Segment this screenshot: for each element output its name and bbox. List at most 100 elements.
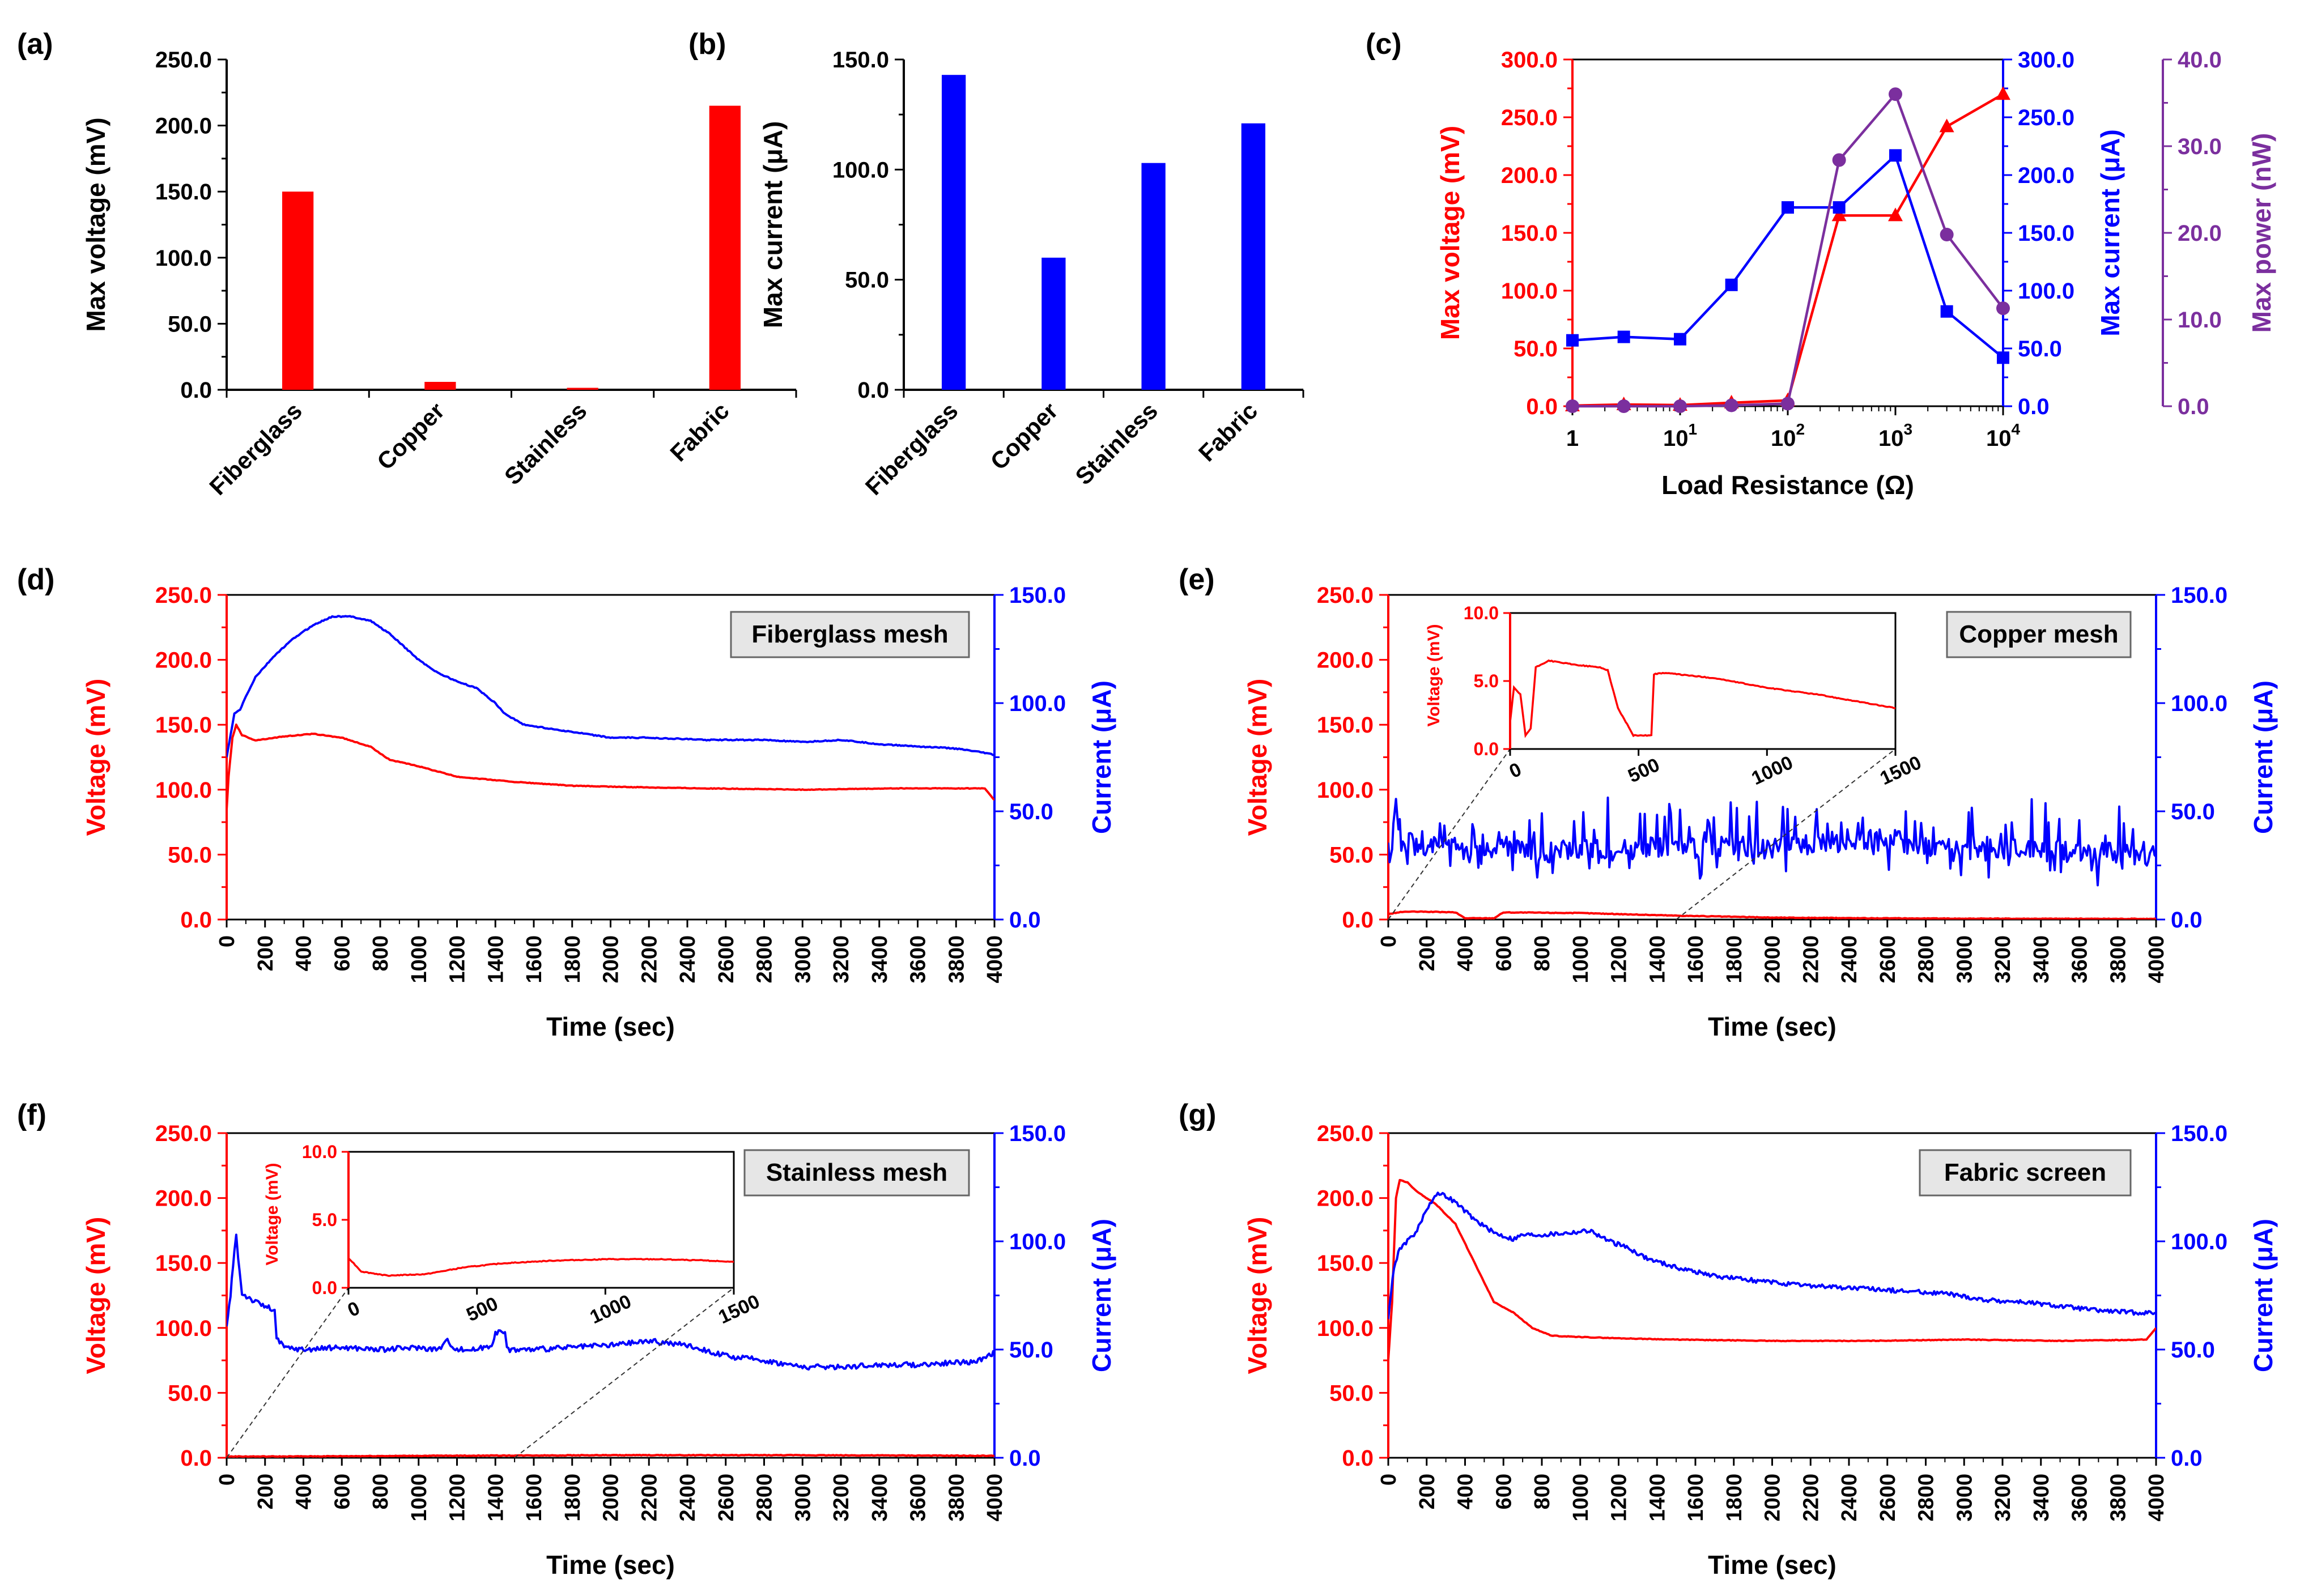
inset-y-tick-label: 0.0 bbox=[1474, 739, 1499, 759]
x-tick-label: 800 bbox=[1531, 1474, 1554, 1509]
y-tick-label: 100.0 bbox=[1009, 691, 1066, 716]
y-tick-label: 0.0 bbox=[2171, 1446, 2203, 1471]
inset-leader-line bbox=[226, 1287, 349, 1458]
x-tick-label: 1200 bbox=[446, 935, 470, 984]
y-tick-label: 0.0 bbox=[1009, 1446, 1041, 1471]
plot-area bbox=[1388, 796, 2156, 920]
x-tick-label: 600 bbox=[330, 1474, 354, 1509]
y-tick-label: 200.0 bbox=[2018, 163, 2074, 188]
inset-leader-line bbox=[1388, 748, 1511, 920]
y-tick-label: 50.0 bbox=[1514, 337, 1558, 361]
x-tick-label: 4000 bbox=[983, 1474, 1007, 1522]
x-tick-label: 1200 bbox=[1608, 935, 1631, 984]
legend-label: Copper mesh bbox=[1959, 620, 2118, 648]
y-tick-label: 200.0 bbox=[1501, 163, 1558, 188]
legend-label: Stainless mesh bbox=[766, 1159, 947, 1186]
x-tick-label: 3200 bbox=[1991, 1474, 2015, 1522]
inset-y-tick-label: 0.0 bbox=[312, 1278, 337, 1298]
y-tick-label: 100.0 bbox=[1501, 279, 1558, 304]
y-tick-label: 150.0 bbox=[1317, 1251, 1374, 1276]
y-tick-label: 200.0 bbox=[155, 114, 212, 139]
x-tick-label: 1600 bbox=[1684, 935, 1708, 984]
x-tick-label: 4000 bbox=[2145, 1474, 2169, 1522]
panel-label: (e) bbox=[1179, 563, 1215, 596]
x-tick-label: 1600 bbox=[522, 1474, 546, 1522]
panel-label: (f) bbox=[17, 1099, 46, 1131]
x-axis-label: Time (sec) bbox=[1708, 1550, 1836, 1580]
y-axis-label: Max voltage (mV) bbox=[81, 117, 110, 331]
panel-label: (d) bbox=[17, 563, 54, 596]
series-line-voltage bbox=[1388, 910, 2156, 920]
x-tick-label: 2800 bbox=[753, 935, 777, 984]
x-tick-label: 3000 bbox=[791, 1474, 815, 1522]
y-tick-label: 250.0 bbox=[1501, 105, 1558, 130]
x-tick-label: 1400 bbox=[1646, 1474, 1669, 1522]
y-axis-label: Voltage (mV) bbox=[1243, 1217, 1272, 1374]
x-tick-label: 1400 bbox=[484, 1474, 508, 1522]
data-point-square bbox=[1782, 201, 1794, 214]
x-tick-label: 400 bbox=[292, 1474, 316, 1509]
plot-area bbox=[1388, 1178, 2156, 1360]
data-point-circle bbox=[1996, 301, 2010, 316]
y-tick-label: 100.0 bbox=[1009, 1229, 1066, 1254]
x-tick-label: 1200 bbox=[1608, 1474, 1631, 1522]
x-tick-label: 600 bbox=[1492, 1474, 1516, 1509]
y-tick-label: 300.0 bbox=[1501, 48, 1558, 73]
panel-label: (a) bbox=[17, 28, 53, 61]
data-point-circle bbox=[1617, 399, 1631, 413]
series-line-current bbox=[1388, 796, 2156, 887]
x-tick-label: 104 bbox=[1986, 420, 2021, 451]
y-tick-label: 200.0 bbox=[1317, 1186, 1374, 1211]
y-tick-label: 50.0 bbox=[1329, 842, 1374, 867]
bar-stainless bbox=[1141, 163, 1166, 390]
x-tick-exponent: 1 bbox=[1688, 420, 1697, 438]
bar-copper bbox=[424, 382, 456, 390]
x-tick-label: 3800 bbox=[2106, 935, 2130, 984]
series-line-voltage bbox=[227, 723, 994, 810]
y-tick-label: 150.0 bbox=[832, 48, 889, 73]
inset-y-tick-label: 10.0 bbox=[302, 1142, 337, 1162]
y-axis-label-right: Current (μA) bbox=[2248, 1219, 2278, 1372]
x-tick-label: 1800 bbox=[1723, 935, 1746, 984]
data-point-square bbox=[1889, 149, 1902, 162]
x-tick-label: 3800 bbox=[945, 1474, 968, 1522]
x-tick-label: 400 bbox=[292, 935, 316, 971]
legend-box bbox=[730, 611, 970, 658]
y-tick-label: 20.0 bbox=[2178, 221, 2222, 246]
y-tick-label: 100.0 bbox=[1317, 778, 1374, 803]
x-tick-label: 3800 bbox=[2106, 1474, 2130, 1522]
series-line-current bbox=[227, 1233, 994, 1371]
x-tick-label: 102 bbox=[1771, 420, 1805, 451]
y-axis-label-right: Current (μA) bbox=[1087, 680, 1116, 834]
y-tick-label: 50.0 bbox=[2171, 1338, 2215, 1363]
x-tick-label: 4000 bbox=[2145, 935, 2169, 984]
x-tick-label: 2600 bbox=[1876, 1474, 1900, 1522]
x-tick-label: 200 bbox=[1415, 935, 1439, 971]
bar-fiberglass bbox=[282, 191, 314, 390]
x-tick-label: 1800 bbox=[1723, 1474, 1746, 1522]
x-tick-label: 1200 bbox=[446, 1474, 470, 1522]
x-tick-label: 2000 bbox=[600, 935, 623, 984]
y-tick-label: 50.0 bbox=[2018, 337, 2062, 361]
y-tick-label: 50.0 bbox=[168, 1381, 212, 1406]
x-tick-label: 2200 bbox=[637, 935, 661, 984]
y-tick-label: 50.0 bbox=[168, 312, 212, 337]
y-tick-label: 300.0 bbox=[2018, 48, 2074, 73]
x-tick-label: 2400 bbox=[676, 935, 700, 984]
x-tick-label: 4000 bbox=[983, 935, 1007, 984]
y-tick-label: 150.0 bbox=[2171, 583, 2227, 608]
x-tick-label: 800 bbox=[1531, 935, 1554, 971]
data-point-square bbox=[1566, 334, 1579, 347]
x-tick-label: 1 bbox=[1566, 426, 1579, 451]
legend-box bbox=[1946, 611, 2132, 658]
y-tick-label: 50.0 bbox=[1329, 1381, 1374, 1406]
y-tick-label: 100.0 bbox=[2018, 279, 2074, 304]
x-tick-base: 10 bbox=[1986, 426, 2012, 451]
y-tick-label: 100.0 bbox=[155, 778, 212, 803]
chart-panel-e: (e) 0.0 50.0 100.0 150.0 200.0 250.0 Voltage (m… bbox=[1179, 563, 2278, 1041]
data-point-circle bbox=[1889, 87, 1902, 101]
inset-frame bbox=[347, 1151, 735, 1289]
x-tick-label: 3000 bbox=[791, 935, 815, 984]
x-tick-label: 200 bbox=[254, 1474, 278, 1509]
series-line-current bbox=[227, 615, 994, 758]
